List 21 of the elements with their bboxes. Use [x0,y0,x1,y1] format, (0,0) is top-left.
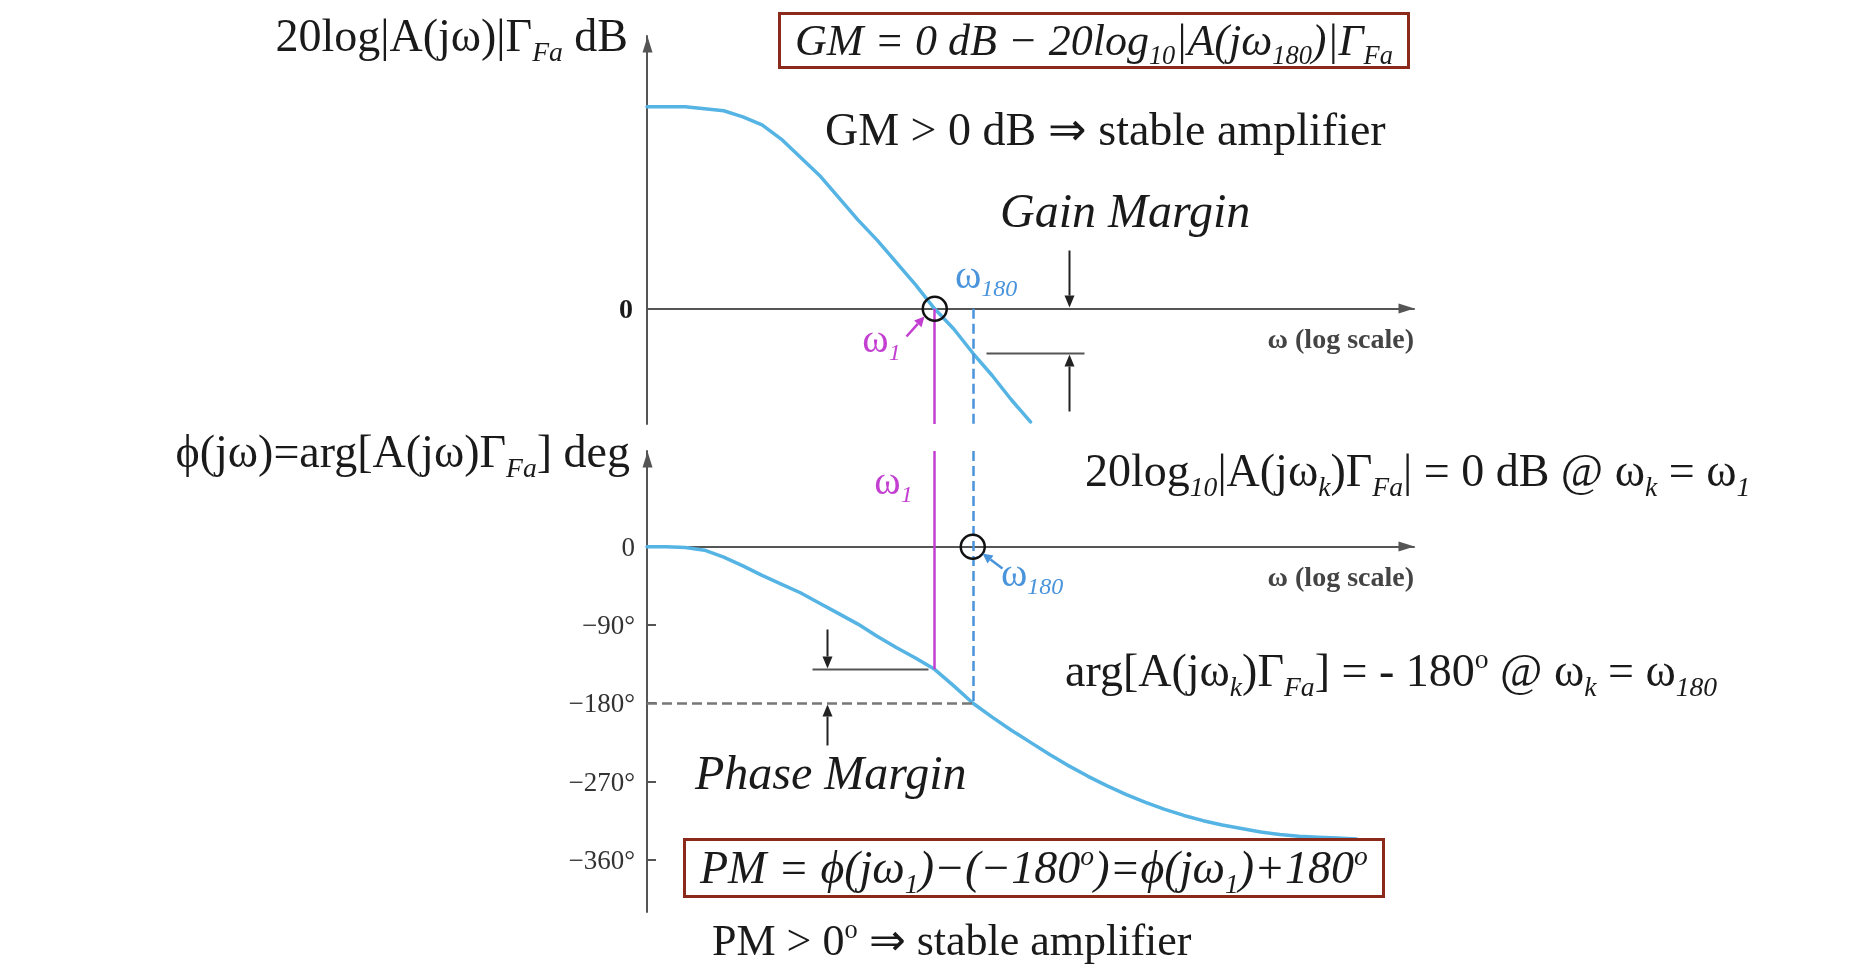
text: arg[A(jω$_{k}$)Γ$_{Fa}$] = - 180$^{o}$ @ ω$_{k}$ = ω$_{180}$ [1065,643,1718,702]
text: GM = 0 dB − 20log$_{10}$|A(jω$_{180}$)|Γ$_{Fa}$ [778,12,1410,71]
y-tick-label: 0 [621,531,635,562]
annotation: GM > 0 dB ⇒ stable amplifier [825,104,1386,156]
annotation: ω$_{180}$ [1000,549,1064,600]
y-tick-label: −360° [568,844,635,875]
y-tick-label: −90° [581,609,635,640]
y-axis-title: ϕ(jω)=arg[A(jω)Γ$_{Fa}$] deg [175,426,630,483]
y-tick-label: −270° [568,766,635,797]
annotation: ω$_{1}$ [862,315,901,366]
y-tick-label: −180° [568,688,635,719]
annotation: Phase Margin [695,746,967,800]
annotation: Gain Margin [1000,184,1251,238]
x-axis-title: ω (log scale) [1267,323,1414,355]
text: PM > 0$^{o}$ ⇒ stable amplifier [712,913,1192,966]
annotation: ω$_{1}$ [874,458,913,508]
x-axis-title: ω (log scale) [1267,561,1414,593]
annotation: PM = ϕ(jω$_{1}$)−(−180$^{o}$)=ϕ(jω$_{1}$)+180$^{o}$ [683,838,1385,899]
text: 20log$_{10}$|A(jω$_{k}$)Γ$_{Fa}$| = 0 dB @ ω$_{k}$ = ω$_{1}$ [1085,445,1751,502]
y-axis-title: 20log|A(jω)|Γ$_{Fa}$ dB [275,10,628,67]
annotation: ω$_{180}$ [954,251,1018,302]
